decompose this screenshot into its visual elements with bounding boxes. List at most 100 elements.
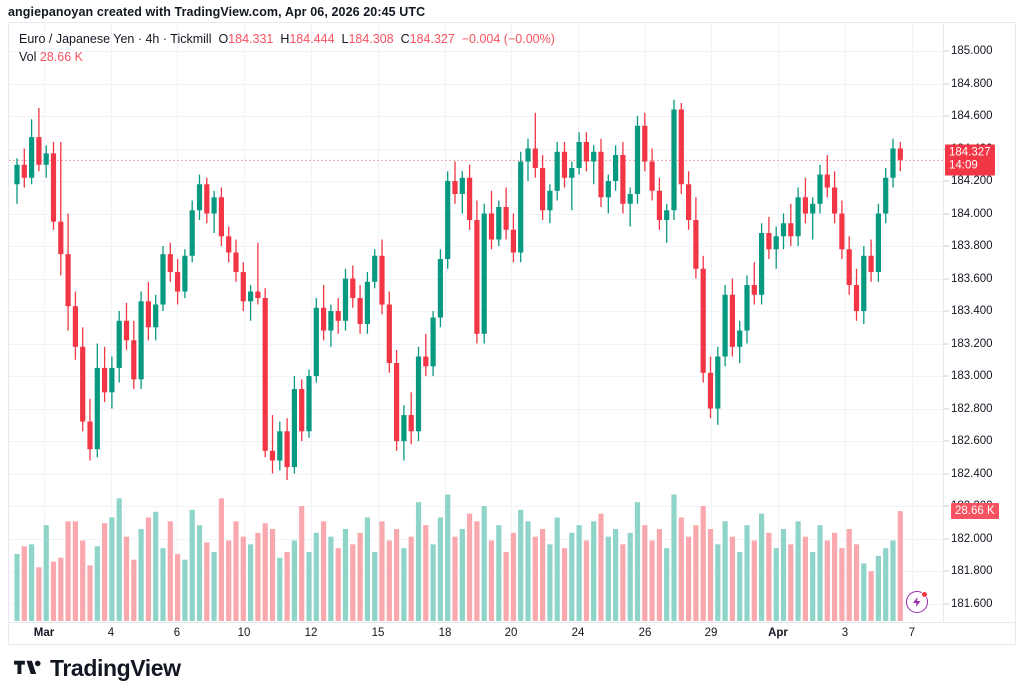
volume-bar: [707, 529, 714, 621]
volume-bar: [182, 559, 188, 621]
candle-body: [29, 137, 35, 178]
candle-body: [824, 174, 830, 188]
volume-bar: [503, 552, 509, 621]
current-volume-badge[interactable]: 28.66 K: [951, 503, 999, 520]
volume-bar: [605, 536, 611, 621]
volume-bar: [737, 552, 743, 621]
price-axis[interactable]: 185.000184.800184.600184.400184.200184.0…: [943, 23, 1015, 622]
candle-body: [277, 431, 283, 461]
candle-body: [116, 320, 122, 368]
volume-bar: [817, 525, 823, 621]
volume-bar: [21, 546, 27, 621]
time-tick-label: Mar: [33, 627, 55, 639]
volume-bar: [196, 525, 203, 621]
candle-body: [547, 190, 553, 211]
gridline-vertical: [378, 23, 379, 622]
volume-bar: [642, 525, 648, 621]
volume-bar: [50, 561, 57, 621]
volume-bar: [153, 511, 159, 621]
candle-body: [707, 372, 714, 409]
candle-body: [671, 109, 677, 211]
volume-bar: [620, 544, 626, 621]
candle-body: [153, 304, 159, 328]
price-tick-dash: [944, 83, 949, 84]
candle-body: [875, 213, 881, 273]
candle-body: [591, 151, 597, 162]
candle-body: [525, 148, 531, 162]
candle-body: [474, 220, 480, 334]
candle-body: [321, 307, 327, 331]
volume-bar: [277, 557, 283, 621]
volume-bar: [780, 529, 787, 621]
candle-body: [204, 184, 210, 214]
candle-body: [313, 307, 319, 377]
candle-body: [488, 213, 495, 240]
candle-body: [510, 229, 516, 253]
volume-bar: [240, 536, 246, 621]
candle-body: [394, 363, 400, 442]
price-tick-label: 182.600: [951, 435, 993, 448]
volume-bar: [226, 540, 232, 621]
volume-bar: [525, 521, 531, 621]
volume-bar: [788, 544, 794, 621]
candle-body: [123, 320, 130, 341]
candle-body: [678, 109, 684, 185]
volume-bar: [627, 532, 633, 621]
volume-bar: [372, 552, 378, 621]
candle-body: [211, 197, 217, 214]
candle-body: [788, 223, 794, 237]
gridline-vertical: [311, 23, 312, 622]
gridline-horizontal: [9, 506, 943, 508]
candle-body: [897, 148, 903, 160]
current-price-badge[interactable]: 184.327 14:09: [945, 144, 995, 176]
candle-body: [846, 249, 852, 286]
candle-body: [182, 255, 188, 292]
candle-body: [759, 233, 765, 295]
candle-body: [861, 255, 867, 312]
price-badge-time: 14:09: [949, 159, 978, 172]
volume-bar: [131, 559, 137, 621]
candle-body: [415, 356, 422, 432]
volume-bar: [204, 542, 210, 621]
candle-body: [335, 311, 341, 321]
candle-body: [145, 301, 151, 328]
candle-body: [467, 177, 473, 221]
price-tick-label: 182.800: [951, 402, 993, 415]
volume-bar: [401, 548, 407, 621]
volume-bar: [518, 509, 524, 621]
candle-body: [167, 254, 173, 273]
candle-body: [496, 207, 502, 240]
candlestick-series: [9, 99, 943, 621]
volume-bar: [58, 557, 64, 621]
volume-bar: [810, 552, 816, 621]
candle-body: [853, 285, 860, 312]
volume-bar: [321, 521, 327, 621]
candle-body: [802, 197, 808, 214]
candle-body: [80, 346, 86, 422]
tradingview-logo-icon: [14, 660, 41, 674]
gridline-horizontal: [9, 148, 943, 150]
candle-body: [262, 298, 268, 451]
candle-body: [540, 168, 546, 211]
time-tick-label: 10: [237, 627, 251, 639]
price-tick-dash: [944, 213, 949, 215]
candle-body: [569, 168, 575, 178]
time-axis[interactable]: Mar 4 6 10 12 15 18 20 24 26 29 Apr 3 7: [9, 622, 1015, 644]
replay-lightning-button[interactable]: [906, 591, 929, 613]
volume-bar: [488, 540, 495, 621]
volume-bar: [445, 494, 451, 621]
price-tick-dash: [944, 245, 949, 247]
candle-body: [459, 177, 465, 195]
volume-bar: [123, 536, 130, 621]
candle-body: [883, 177, 889, 214]
candle-body: [627, 194, 633, 204]
candle-body: [408, 415, 414, 432]
time-tick-label: 15: [371, 627, 385, 639]
gridline-horizontal: [9, 473, 943, 475]
candle-body: [50, 153, 57, 222]
plot-area[interactable]: Euro / Japanese Yen · 4h · Tickmill O184…: [9, 23, 943, 622]
price-tick-dash: [944, 375, 949, 377]
volume-bar: [328, 536, 334, 621]
volume-bar: [138, 529, 144, 621]
price-tick-label: 181.800: [951, 565, 993, 578]
